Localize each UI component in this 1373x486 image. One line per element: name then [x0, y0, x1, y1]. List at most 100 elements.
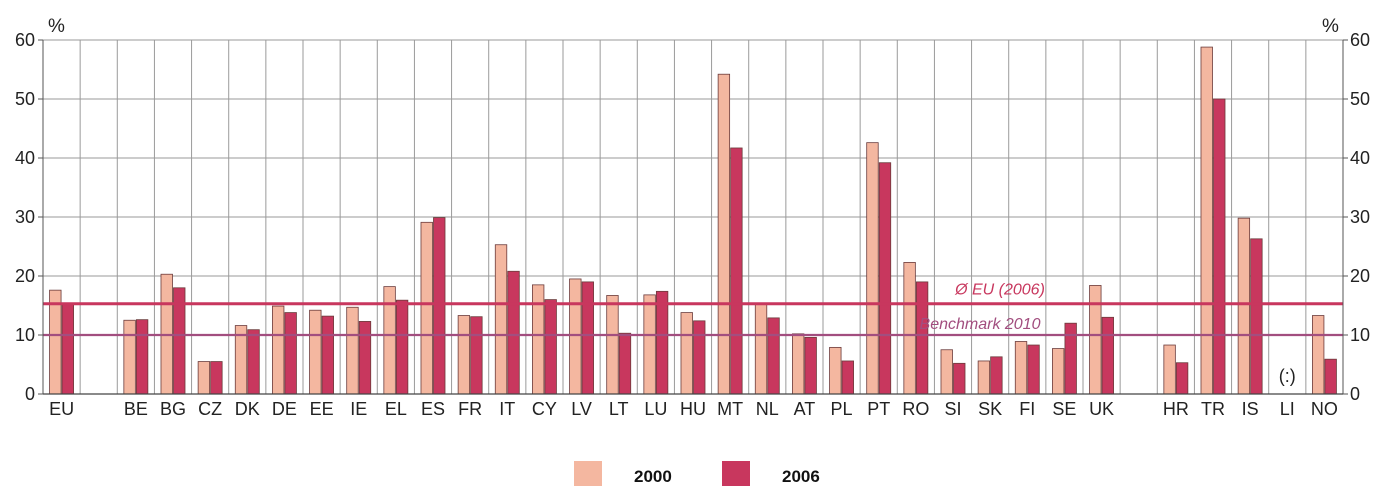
y-tick-label-left: 10: [15, 325, 35, 345]
x-tick-label-FI: FI: [1019, 399, 1035, 419]
x-tick-label-SE: SE: [1052, 399, 1076, 419]
bar-2006-IE: [358, 321, 372, 395]
bar-2006-MT: [730, 147, 743, 395]
bar-2000-RO: [903, 262, 916, 395]
y-tick-label-left: 0: [25, 384, 35, 404]
reference-line-label: Benchmark 2010: [920, 316, 1041, 333]
bar-2000-HU: [680, 312, 693, 395]
reference-line-label: Ø EU (2006): [954, 282, 1045, 299]
x-tick-label-HR: HR: [1163, 399, 1189, 419]
bar-2006-SK: [990, 356, 1003, 395]
x-tick-label-LI: LI: [1280, 399, 1295, 419]
bar-2000-DE: [272, 305, 285, 395]
bar-2006-HU: [693, 320, 706, 395]
x-tick-label-NO: NO: [1311, 399, 1338, 419]
bar-2000-BE: [123, 319, 136, 395]
bar-2000-MT: [717, 73, 731, 395]
x-tick-label-SI: SI: [944, 399, 961, 419]
y-tick-label-right: 60: [1350, 30, 1370, 50]
bar-2006-CY: [544, 299, 557, 395]
bar-2006-SI: [953, 362, 966, 395]
bar-2006-IT: [507, 270, 520, 395]
x-tick-label-UK: UK: [1089, 399, 1114, 419]
legend-label-2000: 2000: [634, 467, 672, 486]
x-tick-label-LV: LV: [571, 399, 592, 419]
x-tick-label-DE: DE: [272, 399, 297, 419]
x-tick-label-EU: EU: [49, 399, 74, 419]
x-tick-label-BG: BG: [160, 399, 186, 419]
bar-2000-SE: [1052, 348, 1065, 395]
bar-2000-PL: [829, 346, 842, 395]
bar-2006-UK: [1101, 316, 1114, 395]
x-tick-label-CZ: CZ: [198, 399, 222, 419]
bar-2006-SE: [1064, 322, 1077, 395]
bar-2006-EU: [61, 303, 74, 395]
x-tick-label-EE: EE: [310, 399, 334, 419]
bar-2000-TR: [1200, 46, 1213, 395]
bar-2000-PT: [866, 142, 879, 395]
y-tick-label-right: 20: [1350, 266, 1370, 286]
not-available-label: (:): [1279, 366, 1296, 386]
bar-2000-FR: [457, 315, 471, 395]
y-tick-label-left: 30: [15, 207, 35, 227]
bar-2000-LT: [606, 295, 619, 395]
left-unit-label: %: [48, 16, 65, 37]
x-tick-label-LU: LU: [644, 399, 667, 419]
bar-2000-NO: [1312, 315, 1325, 395]
axes: 0 0 10 10 20 20 30 30 40 40 50 50 60 60 EU BE BG CZ DK DE EE…: [15, 30, 1370, 419]
x-tick-label-ES: ES: [421, 399, 445, 419]
bar-2006-FR: [470, 316, 483, 395]
bar-2000-EE: [309, 309, 322, 395]
bar-2006-ES: [433, 217, 446, 395]
x-tick-label-FR: FR: [458, 399, 482, 419]
x-tick-label-MT: MT: [717, 399, 743, 419]
y-tick-label-right: 30: [1350, 207, 1370, 227]
bar-2000-EU: [49, 289, 62, 395]
bar-2006-NO: [1324, 358, 1337, 395]
legend-swatch-2000: [574, 461, 602, 486]
y-tick-label-left: 50: [15, 89, 35, 109]
x-tick-label-IT: IT: [499, 399, 515, 419]
bar-2000-CY: [532, 284, 545, 395]
bar-2006-DE: [284, 312, 297, 395]
bar-2006-RO: [915, 281, 929, 395]
x-tick-label-SK: SK: [978, 399, 1002, 419]
bar-2006-EE: [321, 315, 334, 395]
x-tick-label-NL: NL: [756, 399, 779, 419]
x-tick-label-DK: DK: [235, 399, 260, 419]
bar-2006-FI: [1027, 344, 1040, 395]
bar-2006-AT: [804, 336, 817, 395]
bar-2006-PL: [841, 360, 854, 395]
bar-2006-NL: [767, 317, 780, 395]
reference-lines: Ø EU (2006) Benchmark 2010: [43, 282, 1343, 337]
bar-2000-LV: [569, 278, 582, 395]
legend-swatch-2006: [722, 461, 750, 486]
bar-2000-LU: [643, 294, 656, 395]
bar-2000-SK: [977, 360, 991, 395]
bar-2006-CZ: [210, 361, 223, 395]
bar-2006-EL: [395, 299, 409, 395]
x-tick-label-TR: TR: [1201, 399, 1225, 419]
bar-2000-NL: [754, 302, 768, 395]
x-tick-label-EL: EL: [385, 399, 407, 419]
y-tick-label-left: 40: [15, 148, 35, 168]
x-tick-label-AT: AT: [794, 399, 816, 419]
x-tick-label-CY: CY: [532, 399, 557, 419]
bar-2006-HR: [1175, 362, 1189, 395]
bar-2000-AT: [792, 333, 805, 395]
bar-2000-HR: [1163, 344, 1176, 395]
bar-2006-LU: [655, 290, 669, 395]
bar-2006-LV: [581, 281, 594, 395]
y-tick-label-right: 0: [1350, 384, 1360, 404]
bar-2006-IS: [1250, 238, 1263, 395]
y-tick-label-right: 10: [1350, 325, 1370, 345]
bar-2000-ES: [420, 221, 433, 395]
bar-2000-IS: [1237, 217, 1251, 395]
y-tick-label-left: 20: [15, 266, 35, 286]
bar-2006-DK: [247, 329, 260, 395]
x-tick-label-HU: HU: [680, 399, 706, 419]
y-tick-label-left: 60: [15, 30, 35, 50]
bar-2000-UK: [1089, 285, 1102, 395]
bar-2006-BE: [135, 319, 149, 395]
